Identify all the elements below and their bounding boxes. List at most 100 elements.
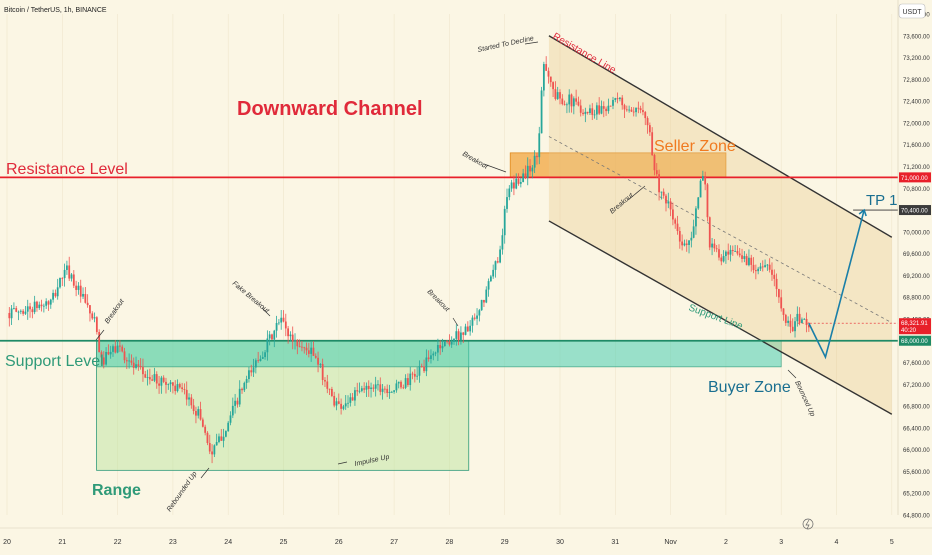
candle-down xyxy=(337,401,340,404)
candle-up xyxy=(494,261,497,270)
candle-up xyxy=(485,289,488,303)
candle-down xyxy=(473,317,476,319)
candle-up xyxy=(460,332,462,341)
price-tick-label: 70,000.00 xyxy=(903,230,930,236)
candle-down xyxy=(413,373,416,377)
candle-up xyxy=(699,180,702,198)
arrow-breakout-3 xyxy=(483,163,507,173)
candle-up xyxy=(478,310,481,316)
candle-down xyxy=(632,111,635,113)
candle-down xyxy=(715,248,718,250)
candle-up xyxy=(224,431,227,437)
candle-down xyxy=(457,331,460,341)
price-tick-label: 72,800.00 xyxy=(903,78,930,84)
candle-down xyxy=(750,257,753,265)
currency-badge[interactable]: USDT xyxy=(898,3,926,19)
candle-up xyxy=(38,304,41,309)
candle-down xyxy=(220,436,223,441)
candle-up xyxy=(358,390,361,392)
candle-up xyxy=(434,352,437,354)
candle-down xyxy=(137,364,140,367)
candle-up xyxy=(135,364,137,368)
candle-up xyxy=(455,331,458,339)
candle-up xyxy=(489,276,492,282)
candle-up xyxy=(169,382,172,385)
candle-up xyxy=(105,352,107,365)
price-tick-label: 73,200.00 xyxy=(903,56,930,62)
candle-down xyxy=(307,350,310,354)
candle-down xyxy=(328,388,331,390)
candle-up xyxy=(476,315,478,319)
candle-up xyxy=(660,191,663,193)
candle-down xyxy=(158,383,160,386)
candle-up xyxy=(388,391,391,394)
candle-down xyxy=(139,366,142,368)
lightning-icon[interactable] xyxy=(802,518,814,530)
downward-channel-label: Downward Channel xyxy=(237,98,423,120)
price-tick-label: 72,400.00 xyxy=(903,100,930,106)
candle-down xyxy=(98,332,101,353)
candle-up xyxy=(319,363,322,365)
candle-down xyxy=(61,277,64,279)
candle-down xyxy=(305,347,308,351)
arrow-started-to-decline xyxy=(524,41,539,45)
currency-label: USDT xyxy=(902,9,922,16)
candle-up xyxy=(487,281,490,290)
candle-up xyxy=(188,397,190,400)
candle-down xyxy=(333,395,336,406)
candle-down xyxy=(75,285,78,290)
candle-down xyxy=(351,397,354,401)
price-axis[interactable]: 74,000.0073,600.0073,200.0072,800.0072,4… xyxy=(897,0,932,550)
candle-up xyxy=(349,397,352,403)
candle-up xyxy=(77,285,80,290)
candle-down xyxy=(648,125,651,133)
candle-down xyxy=(658,174,660,193)
candle-down xyxy=(15,308,18,312)
candle-up xyxy=(370,387,372,389)
candle-up xyxy=(510,182,513,189)
candle-up xyxy=(531,167,534,172)
candle-down xyxy=(713,243,716,249)
candle-up xyxy=(63,269,66,279)
candle-down xyxy=(637,107,640,109)
candle-down xyxy=(132,362,135,368)
candle-down xyxy=(605,108,607,112)
candle-down xyxy=(178,384,181,388)
candle-up xyxy=(393,390,395,392)
candle-down xyxy=(185,389,188,400)
lightning-icon-bolt xyxy=(805,519,810,530)
candle-up xyxy=(469,325,472,332)
candle-up xyxy=(533,155,536,168)
candle-up xyxy=(722,256,725,262)
candle-up xyxy=(593,114,596,116)
price-tick-label: 68,800.00 xyxy=(903,296,930,302)
candle-down xyxy=(561,98,564,104)
candle-up xyxy=(711,243,713,248)
candle-down xyxy=(582,112,584,115)
candle-down xyxy=(591,108,594,115)
candle-up xyxy=(522,173,525,183)
candle-up xyxy=(409,373,412,386)
candle-down xyxy=(727,251,730,255)
candle-down xyxy=(291,334,294,342)
candle-up xyxy=(683,243,686,246)
candle-down xyxy=(575,98,578,102)
candle-down xyxy=(427,357,430,360)
candle-down xyxy=(130,360,133,363)
candle-up xyxy=(734,251,737,252)
candle-down xyxy=(199,409,202,420)
price-tick-label: 66,800.00 xyxy=(903,405,930,411)
resistance-level-label: Resistance Level xyxy=(6,161,128,178)
candle-down xyxy=(672,209,674,220)
time-axis[interactable]: 20 21 22 23 24 25 26 27 28 29 30 31 Nov 2 3 4 5 xyxy=(0,527,932,546)
time-tick-label: 26 xyxy=(335,539,343,546)
candle-up xyxy=(275,323,278,331)
support-price-tag-box xyxy=(899,335,931,346)
price-tick-label: 66,400.00 xyxy=(903,426,930,432)
candle-up xyxy=(268,334,271,339)
seller-zone xyxy=(509,152,727,178)
candle-down xyxy=(708,217,711,248)
candle-down xyxy=(296,339,299,347)
candle-up xyxy=(381,388,384,392)
candle-up xyxy=(612,99,614,106)
